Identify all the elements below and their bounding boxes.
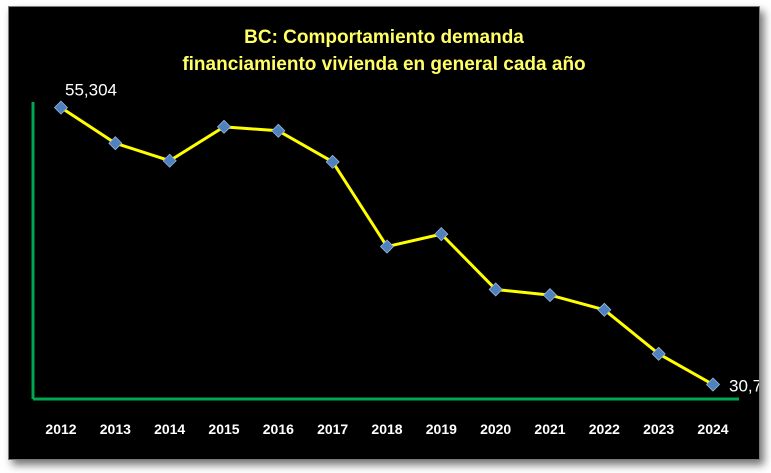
x-tick-label: 2018 — [371, 421, 402, 437]
data-point — [53, 100, 69, 115]
data-point — [379, 239, 395, 254]
data-point — [325, 154, 340, 169]
x-tick-label: 2013 — [100, 421, 131, 437]
x-tick-label: 2014 — [154, 421, 185, 437]
x-tick-labels: 2012 2013 2014 2015 2016 2017 2018 2019 2020 2021… — [45, 421, 728, 437]
x-tick-label: 2024 — [697, 421, 728, 437]
data-labels: 55,304 30,782 — [65, 81, 759, 396]
chart-title-line-2: financiamiento vivienda en general cada … — [182, 54, 585, 75]
data-point — [651, 346, 666, 361]
data-point — [542, 288, 558, 303]
x-tick-label: 2017 — [317, 421, 348, 437]
x-tick-label: 2023 — [643, 421, 674, 437]
x-tick-label: 2020 — [480, 421, 511, 437]
x-tick-label: 2019 — [426, 421, 457, 437]
x-tick-label: 2015 — [208, 421, 239, 437]
data-label: 30,782 — [729, 377, 759, 396]
data-point — [434, 227, 449, 242]
chart-axes — [31, 102, 739, 401]
chart-frame: BC: Comportamiento demanda financiamient… — [8, 6, 760, 460]
line-chart: BC: Comportamiento demanda financiamient… — [31, 27, 759, 437]
data-label: 55,304 — [65, 81, 117, 100]
x-tick-label: 2022 — [589, 421, 620, 437]
series-layer — [53, 100, 721, 392]
x-tick-label: 2016 — [263, 421, 294, 437]
x-tick-label: 2012 — [45, 421, 76, 437]
data-point — [597, 302, 612, 317]
data-point — [216, 119, 232, 134]
data-point — [488, 282, 503, 297]
chart-title-line-1: BC: Comportamiento demanda — [244, 27, 524, 48]
data-point — [108, 136, 123, 151]
data-point — [705, 377, 721, 392]
data-point — [162, 153, 177, 168]
x-tick-label: 2021 — [534, 421, 565, 437]
data-point — [271, 123, 286, 138]
